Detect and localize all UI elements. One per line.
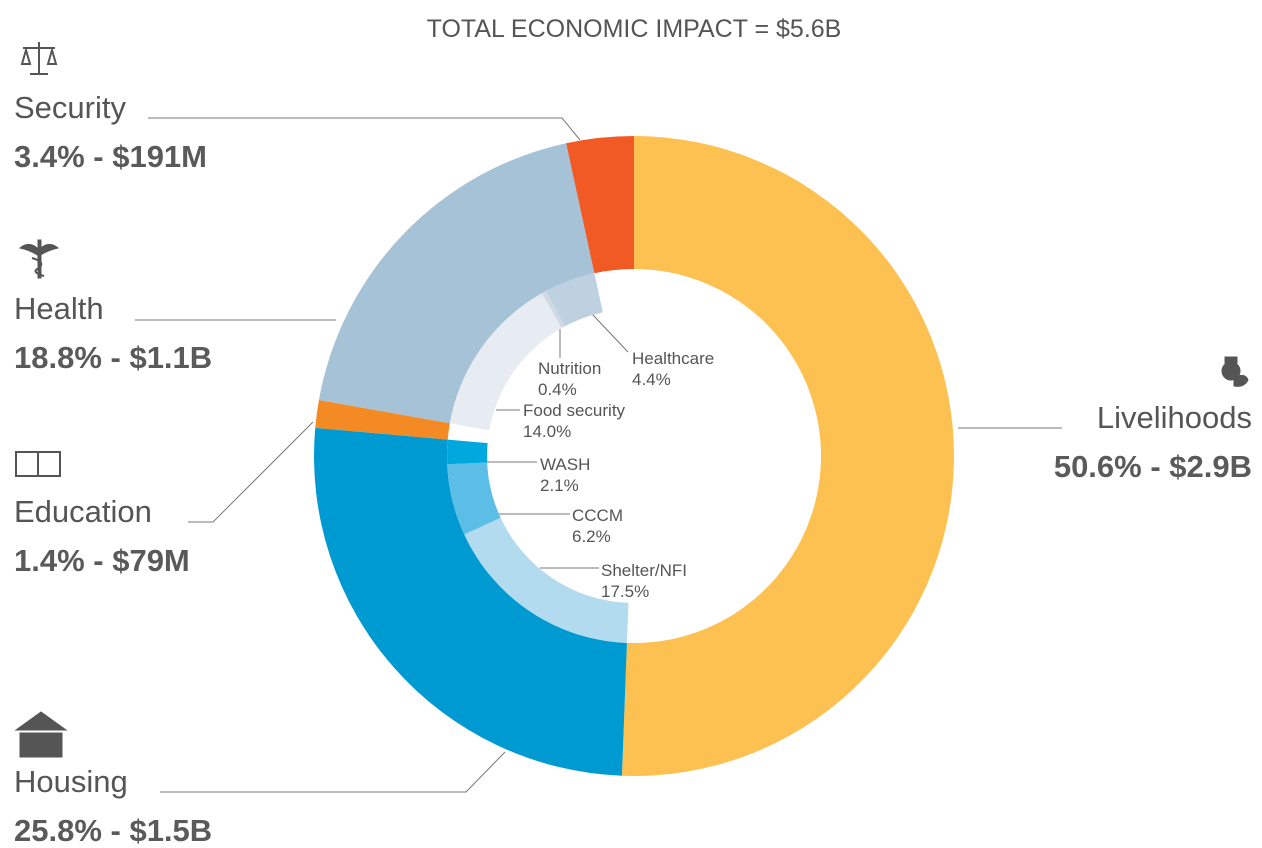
segment-name: Livelihoods [1097,400,1252,435]
icon-book [15,451,61,477]
sub-segment-value-label: 6.2% [572,527,611,546]
chart-title: TOTAL ECONOMIC IMPACT = $5.6B [427,15,842,43]
outer-segment [318,143,595,424]
segment-name: Security [14,90,126,125]
inner-segment [541,291,565,329]
inner-segment [447,462,501,535]
inner-segment [464,517,629,643]
sub-segment-name: Healthcare [632,349,714,368]
sub-segment-value-label: 2.1% [540,476,579,495]
outer-segment [566,136,634,274]
icon-scales [20,42,58,75]
segment-value-label: 50.6% - $2.9B [1054,449,1252,484]
inner-segment [447,439,488,465]
segment-name: Housing [14,764,128,799]
leader-lines [135,117,1062,793]
sub-segment-name: Shelter/NFI [601,561,687,580]
outer-segment [315,399,450,440]
outer-segment [314,427,627,776]
segment-value-label: 25.8% - $1.5B [14,813,212,848]
inner-segment [449,293,562,431]
sub-segment-value-label: 17.5% [601,582,649,601]
sub-segment-value-label: 0.4% [538,380,577,399]
icon-caduceus [18,239,60,279]
sub-segment-name: CCCM [572,506,623,525]
segment-name: Health [14,291,104,326]
sub-segment-name: Nutrition [538,359,601,378]
sub-segment-name: WASH [540,455,590,474]
inner-segment [545,273,603,327]
segment-value-label: 3.4% - $191M [14,139,207,174]
segment-name: Education [14,494,152,529]
icon-house [14,711,68,758]
sub-segment-value-label: 14.0% [523,422,571,441]
sub-segment-value-label: 4.4% [632,370,671,389]
icon-moneybag [1221,356,1249,387]
segment-value-label: 18.8% - $1.1B [14,340,212,375]
outer-segment [621,136,954,776]
sub-segment-name: Food security [523,401,626,420]
segment-value-label: 1.4% - $79M [14,543,190,578]
